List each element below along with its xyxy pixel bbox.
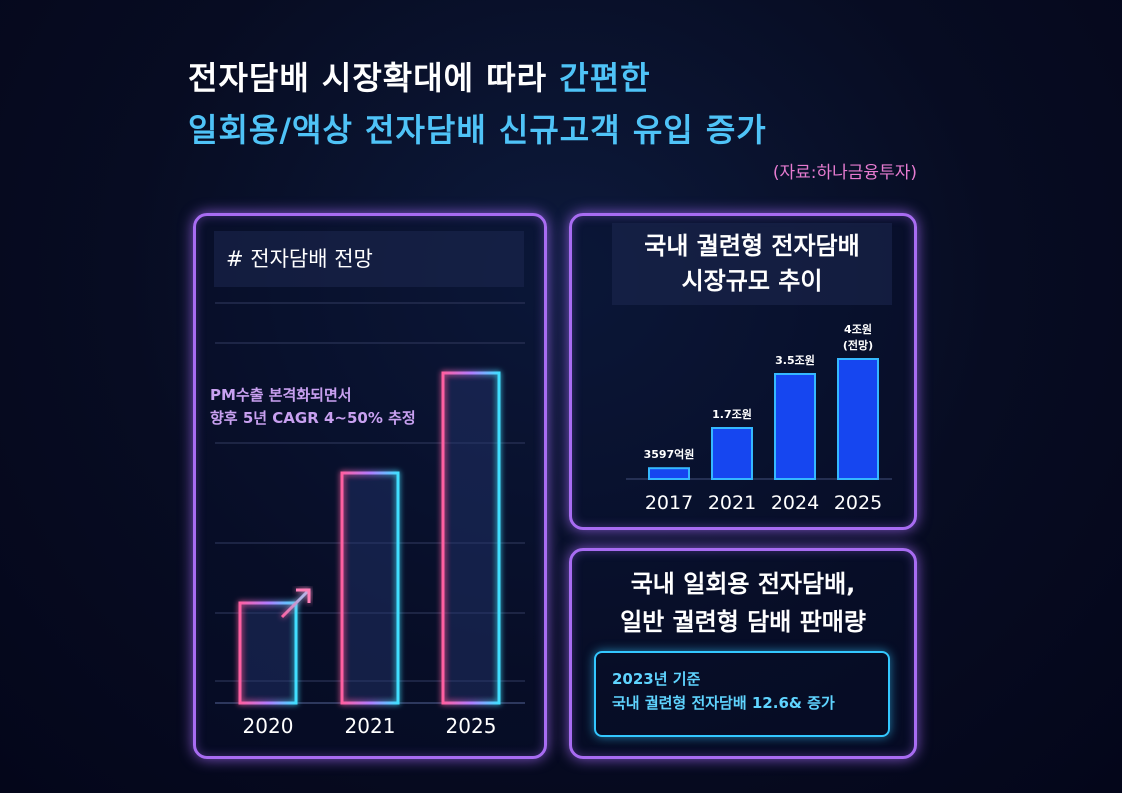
market-size-chart: 3597억원 2017 1.7조원 2021 3.5조원 2024 4조원 (전망) 2025	[626, 322, 892, 514]
market-tick-label: 2024	[771, 492, 819, 514]
note-line-2: 국내 궐련형 전자담배 12.6& 증가	[612, 694, 835, 712]
title-line-2: 일회용/액상 전자담배 신규고객 유입 증가	[188, 111, 767, 149]
market-data-label: 3597억원	[644, 447, 695, 461]
source-note: (자료:하나금융투자)	[772, 163, 917, 183]
outlook-bar-2025	[441, 371, 501, 705]
sales-title-line-1: 국내 일회용 전자담배,	[630, 570, 856, 598]
market-size-title-line-2: 시장규모 추이	[681, 267, 823, 295]
annotation-line-1: PM수출 본격화되면서	[210, 386, 352, 404]
sales-panel	[569, 548, 917, 759]
market-size-title: 국내 궐련형 전자담배 시장규모 추이	[612, 223, 892, 305]
market-data-label-sub: (전망)	[843, 338, 873, 352]
growth-arrowhead-icon	[296, 588, 311, 603]
annotation-line-2: 향후 5년 CAGR 4~50% 추정	[210, 409, 416, 427]
market-size-title-line-1: 국내 궐련형 전자담배	[644, 232, 860, 260]
outlook-tick-label: 2020	[243, 714, 294, 738]
outlook-chart: 2020 2021 2025	[215, 302, 525, 738]
market-bar-2025	[837, 358, 879, 480]
market-tick-label: 2025	[834, 492, 882, 514]
outlook-tick-label: 2021	[345, 714, 396, 738]
market-tick-label: 2017	[645, 492, 693, 514]
outlook-bar-2021	[340, 471, 400, 705]
title-line-1: 전자담배 시장확대에 따라	[188, 59, 560, 97]
outlook-bar-2020	[238, 601, 298, 705]
page-title: 전자담배 시장확대에 따라 간편한 일회용/액상 전자담배 신규고객 유입 증가	[188, 52, 767, 156]
market-bar-2017	[648, 467, 690, 481]
cagr-annotation: PM수출 본격화되면서 향후 5년 CAGR 4~50% 추정	[210, 384, 416, 430]
note-line-1: 2023년 기준	[612, 670, 701, 688]
outlook-tick-label: 2025	[446, 714, 497, 738]
market-bar-2024	[774, 373, 816, 480]
market-data-label: 1.7조원	[712, 407, 752, 421]
growth-arrow-icon	[280, 589, 310, 619]
market-tick-label: 2021	[708, 492, 756, 514]
growth-note-box: 2023년 기준 국내 궐련형 전자담배 12.6& 증가	[594, 651, 890, 737]
market-data-label: 4조원	[844, 322, 872, 336]
sales-title-line-2: 일반 궐련형 담배 판매량	[620, 608, 866, 636]
title-highlight: 간편한	[559, 59, 651, 97]
market-data-label: 3.5조원	[775, 353, 815, 367]
market-bar-2021	[711, 427, 753, 480]
outlook-panel-title: # 전자담배 전망	[214, 231, 524, 287]
sales-title: 국내 일회용 전자담배, 일반 궐련형 담배 판매량	[588, 565, 898, 641]
